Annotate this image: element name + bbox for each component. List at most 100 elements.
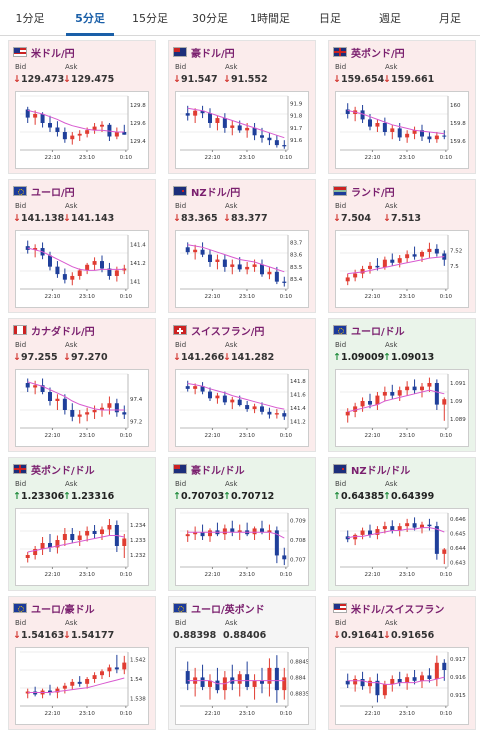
tab-5[interactable]: 日足 <box>319 11 341 25</box>
bid-label: Bid <box>175 619 187 627</box>
pair-header[interactable]: 豪ドル/ドル <box>173 462 245 477</box>
pair-header[interactable]: NZドル/ドル <box>333 462 411 477</box>
pair-name[interactable]: ユーロ/英ポンド <box>191 604 265 616</box>
price-chart[interactable]: 91.9 91.8 91.7 91.6 22:10 23:10 0:10 <box>175 91 309 169</box>
pair-header[interactable]: 米ドル/スイスフラン <box>333 601 445 616</box>
price-chart[interactable]: 0.917 0.916 0.915 22:10 23:10 0:10 <box>335 647 469 725</box>
pair-header[interactable]: カナダドル/円 <box>13 323 95 338</box>
tab-0[interactable]: 1分足 <box>15 11 45 25</box>
currency-card[interactable]: ユーロ/ドル Bid Ask ↑1.09009 ↑1.09013 1.091 1.09 1.0… <box>328 318 476 452</box>
pair-name[interactable]: NZドル/ドル <box>351 465 411 477</box>
currency-card[interactable]: ランド/円 Bid Ask ↓7.504 ↓7.513 7.52 7.5 22:10 23:10… <box>328 179 476 313</box>
tab-4[interactable]: 1時間足 <box>250 11 290 25</box>
candle-body <box>260 680 264 684</box>
tab-3[interactable]: 30分足 <box>192 11 228 25</box>
ask-trend-arrow-icon: ↓ <box>223 74 231 85</box>
candle-body <box>274 530 279 556</box>
pair-name[interactable]: ユーロ/円 <box>31 187 75 199</box>
price-chart[interactable]: 0.8845 0.884 0.8835 22:10 23:10 0:10 <box>175 647 309 725</box>
pair-header[interactable]: スイスフラン/円 <box>173 323 265 338</box>
candle-body <box>390 259 395 263</box>
pair-header[interactable]: ユーロ/豪ドル <box>13 601 95 616</box>
candle-body <box>185 247 190 253</box>
price-chart[interactable]: 0.709 0.708 0.707 22:10 23:10 0:10 <box>175 508 309 586</box>
pair-header[interactable]: ユーロ/円 <box>13 184 75 199</box>
price-chart[interactable]: 1.542 1.54 1.538 22:10 23:10 0:10 <box>15 647 149 725</box>
price-chart[interactable]: 1.234 1.233 1.232 22:10 23:10 0:10 <box>15 508 149 586</box>
pair-header[interactable]: 英ポンド/ドル <box>13 462 95 477</box>
candle-body <box>193 110 198 116</box>
pair-name[interactable]: NZドル/円 <box>191 187 241 199</box>
candle-body <box>185 386 190 389</box>
tab-7[interactable]: 月足 <box>439 11 461 25</box>
price-chart[interactable]: 83.7 83.6 83.5 83.4 22:10 23:10 0:10 <box>175 230 309 308</box>
bid-trend-arrow-icon: ↑ <box>333 491 341 502</box>
y-tick-label: 1.09 <box>450 399 463 405</box>
currency-card[interactable]: 英ポンド/円 Bid Ask ↓159.654 ↓159.661 160 159.8 159.… <box>328 40 476 174</box>
pair-name[interactable]: カナダドル/円 <box>31 326 95 338</box>
currency-card[interactable]: 米ドル/スイスフラン Bid Ask ↓0.91641 ↓0.91656 0.917 0.9… <box>328 596 476 730</box>
candle-body <box>412 386 417 391</box>
y-tick-label: 91.6 <box>290 138 303 144</box>
x-tick-label: 22:10 <box>364 711 380 717</box>
bid-trend-arrow-icon: ↓ <box>13 630 21 641</box>
pair-name[interactable]: 英ポンド/円 <box>351 48 405 60</box>
currency-card[interactable]: カナダドル/円 Bid Ask ↓97.255 ↓97.270 97.4 97.2 22:10… <box>8 318 156 452</box>
currency-card[interactable]: ユーロ/英ポンド Bid Ask 0.88398 0.88406 0.8845 0.884 0… <box>168 596 316 730</box>
pair-header[interactable]: ユーロ/英ポンド <box>173 601 265 616</box>
pair-header[interactable]: 豪ドル/円 <box>173 45 235 60</box>
pair-name[interactable]: 豪ドル/ドル <box>191 465 245 477</box>
currency-card[interactable]: 英ポンド/ドル Bid Ask ↑1.23306 ↑1.23316 1.234 1.233 1… <box>8 457 156 591</box>
y-tick-label: 1.232 <box>130 553 146 559</box>
currency-card[interactable]: 豪ドル/ドル Bid Ask ↑0.70703 ↑0.70712 0.709 0.708 0.… <box>168 457 316 591</box>
currency-card[interactable]: 豪ドル/円 Bid Ask ↓91.547 ↓91.552 91.9 91.8 91.7 91.… <box>168 40 316 174</box>
candle-body <box>55 688 60 693</box>
pair-name[interactable]: ユーロ/豪ドル <box>31 604 95 616</box>
bid-trend-arrow-icon: ↓ <box>333 213 341 224</box>
pair-name[interactable]: スイスフラン/円 <box>191 326 265 338</box>
pair-header[interactable]: ランド/円 <box>333 184 395 199</box>
candle-body <box>55 398 60 401</box>
price-chart[interactable]: 141.4 141.2 141 22:10 23:10 0:10 <box>15 230 149 308</box>
bid-trend-arrow-icon: ↓ <box>333 74 341 85</box>
pair-name[interactable]: 米ドル/スイスフラン <box>351 604 445 616</box>
currency-card[interactable]: ユーロ/円 Bid Ask ↓141.138 ↓141.143 141.4 141.2 141… <box>8 179 156 313</box>
pair-name[interactable]: 英ポンド/ドル <box>31 465 95 477</box>
currency-card[interactable]: NZドル/ドル Bid Ask ↑0.64385 ↑0.64399 0.646 0.645 0… <box>328 457 476 591</box>
price-chart[interactable]: 160 159.8 159.6 22:10 23:10 0:10 <box>335 91 469 169</box>
candle-body <box>360 679 365 687</box>
x-tick-label: 22:10 <box>44 711 60 717</box>
price-chart[interactable]: 0.646 0.645 0.644 0.643 22:10 23:10 0:10 <box>335 508 469 586</box>
tab-6[interactable]: 週足 <box>379 11 401 25</box>
price-chart[interactable]: 97.4 97.2 22:10 23:10 0:10 <box>15 369 149 447</box>
candle-body <box>368 265 372 269</box>
candle-body <box>397 679 402 683</box>
candle-body <box>33 248 38 250</box>
candle-body <box>70 681 75 686</box>
tab-2[interactable]: 15分足 <box>132 11 168 25</box>
price-chart[interactable]: 7.52 7.5 22:10 23:10 0:10 <box>335 230 469 308</box>
pair-header[interactable]: 英ポンド/円 <box>333 45 405 60</box>
currency-card[interactable]: ユーロ/豪ドル Bid Ask ↓1.54163 ↓1.54177 1.542 1.54 1.… <box>8 596 156 730</box>
currency-card[interactable]: NZドル/円 Bid Ask ↓83.365 ↓83.377 83.7 83.6 83.5 83… <box>168 179 316 313</box>
x-tick-label: 0:10 <box>440 711 453 717</box>
price-chart[interactable]: 129.8 129.6 129.4 22:10 23:10 0:10 <box>15 91 149 169</box>
pair-header[interactable]: 米ドル/円 <box>13 45 75 60</box>
currency-card[interactable]: スイスフラン/円 Bid Ask ↓141.266 ↓141.282 141.8 141.6… <box>168 318 316 452</box>
tab-1[interactable]: 5分足 <box>60 0 120 36</box>
pair-header[interactable]: NZドル/円 <box>173 184 241 199</box>
pair-name[interactable]: ユーロ/ドル <box>351 326 405 338</box>
price-chart[interactable]: 141.8 141.6 141.4 141.2 22:10 23:10 0:10 <box>175 369 309 447</box>
pair-name[interactable]: 豪ドル/円 <box>191 48 235 60</box>
y-tick-label: 1.234 <box>130 523 146 529</box>
pair-name[interactable]: ランド/円 <box>351 187 395 199</box>
pair-name[interactable]: 米ドル/円 <box>31 48 75 60</box>
price-chart[interactable]: 1.091 1.09 1.089 22:10 23:10 0:10 <box>335 369 469 447</box>
candle-body <box>77 535 82 540</box>
candle-body <box>397 258 402 263</box>
candle-body <box>230 399 235 403</box>
candle-body <box>193 249 198 253</box>
moving-average-line <box>347 676 445 685</box>
currency-card[interactable]: 米ドル/円 Bid Ask ↓129.473 ↓129.475 129.8 129.6 129… <box>8 40 156 174</box>
pair-header[interactable]: ユーロ/ドル <box>333 323 405 338</box>
